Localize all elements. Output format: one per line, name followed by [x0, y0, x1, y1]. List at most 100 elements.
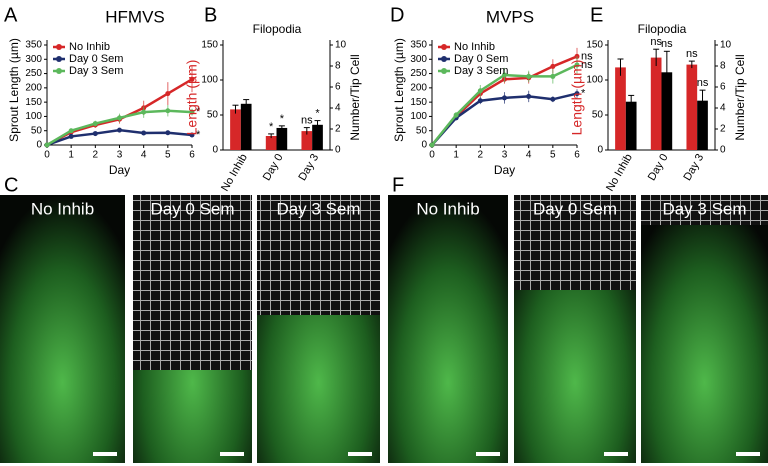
- y2-tick-label: 8: [720, 61, 726, 72]
- micrograph: [0, 195, 125, 463]
- x-tick-label: 3: [502, 150, 508, 161]
- y-tick-label: 200: [410, 82, 427, 93]
- legend-label: Day 0 Sem: [454, 53, 508, 65]
- marker: [502, 72, 507, 78]
- y2-tick-label: 6: [335, 82, 341, 93]
- chart-title: HFMVS: [105, 7, 165, 26]
- y-axis-label: Length (µm): [569, 60, 585, 136]
- marker: [165, 108, 171, 114]
- x-axis-label: Day: [494, 163, 515, 177]
- chart-title: Filopodia: [638, 22, 687, 36]
- significance-label: ns: [650, 36, 662, 48]
- y-tick-label: 250: [25, 68, 42, 79]
- marker: [141, 109, 147, 115]
- significance-label: *: [315, 108, 320, 120]
- marker: [502, 95, 507, 101]
- marker: [550, 73, 556, 79]
- significance-label: ns: [581, 50, 593, 62]
- marker: [477, 98, 483, 104]
- y-tick-label: 0: [421, 140, 427, 151]
- legend-marker: [56, 44, 62, 50]
- bar: [615, 67, 626, 150]
- x-tick-label: 6: [574, 150, 580, 161]
- marker: [189, 132, 195, 138]
- significance-label: *: [269, 121, 274, 133]
- y-tick-label: 300: [410, 54, 427, 65]
- legend-marker: [441, 56, 447, 62]
- x-tick-label: 5: [550, 150, 556, 161]
- x-tick-label: Day 0: [646, 152, 671, 183]
- bar: [265, 136, 277, 150]
- marker: [550, 96, 556, 102]
- x-tick-label: No Inhib: [604, 152, 635, 193]
- x-tick-label: 1: [68, 150, 74, 161]
- significance-label: *: [196, 129, 201, 141]
- y-tick-label: 50: [31, 125, 43, 136]
- y-tick-label: 0: [597, 145, 603, 156]
- y-tick-label: 350: [25, 40, 42, 51]
- y-tick-label: 150: [586, 40, 603, 51]
- panel-label: F: [392, 174, 404, 196]
- y2-tick-label: 8: [335, 61, 341, 72]
- x-tick-label: 5: [165, 150, 171, 161]
- bar: [686, 64, 698, 150]
- y-tick-label: 50: [416, 125, 428, 136]
- x-tick-label: 2: [93, 150, 99, 161]
- y-tick-label: 150: [25, 97, 42, 108]
- bar: [312, 124, 323, 150]
- scaffold-mesh: [641, 195, 768, 225]
- marker: [141, 130, 147, 136]
- image-label: Day 0 Sem: [533, 199, 617, 218]
- significance-label: ns: [686, 48, 698, 60]
- x-tick-label: Day 3: [682, 152, 707, 183]
- x-tick-label: 0: [429, 150, 435, 161]
- chart-title: Filopodia: [253, 22, 302, 36]
- marker: [68, 133, 74, 139]
- significance-label: ns: [581, 59, 593, 71]
- y2-tick-label: 2: [720, 124, 726, 135]
- marker: [429, 142, 435, 148]
- marker: [92, 131, 98, 137]
- x-axis-label: Day: [109, 163, 130, 177]
- marker: [165, 91, 171, 97]
- x-tick-label: 4: [141, 150, 147, 161]
- y-axis-label: Sprout Length (µm): [392, 38, 406, 142]
- x-tick-label: Day 3: [297, 152, 322, 183]
- bar: [240, 103, 252, 150]
- marker: [526, 93, 532, 99]
- y-tick-label: 100: [586, 75, 603, 86]
- scale-bar: [220, 452, 244, 456]
- y-tick-label: 100: [201, 75, 218, 86]
- marker: [165, 130, 171, 136]
- y-tick-label: 100: [410, 111, 427, 122]
- marker: [189, 76, 195, 82]
- panel-label: E: [590, 4, 603, 26]
- legend-marker: [56, 56, 62, 62]
- x-tick-label: No Inhib: [219, 152, 250, 193]
- marker: [574, 62, 580, 68]
- chart-title: MVPS: [486, 7, 534, 26]
- legend-marker: [441, 68, 447, 74]
- marker: [44, 142, 50, 148]
- marker: [117, 127, 122, 133]
- scaffold-mesh: [257, 195, 380, 315]
- y-axis-label: Length (µm): [184, 60, 200, 136]
- marker: [92, 121, 98, 127]
- scale-bar: [348, 452, 372, 456]
- legend-marker: [56, 68, 62, 74]
- scale-bar: [93, 452, 117, 456]
- bar: [230, 109, 241, 150]
- image-label: No Inhib: [416, 199, 479, 218]
- marker: [574, 91, 580, 97]
- y2-tick-label: 0: [720, 145, 726, 156]
- x-tick-label: Day 0: [261, 152, 286, 183]
- bar: [301, 131, 313, 150]
- marker: [453, 112, 459, 118]
- bar: [661, 72, 673, 150]
- y2-tick-label: 4: [720, 103, 726, 114]
- marker: [189, 109, 195, 115]
- image-label: No Inhib: [31, 199, 94, 218]
- marker: [550, 63, 556, 69]
- scale-bar: [736, 452, 760, 456]
- x-tick-label: 2: [478, 150, 484, 161]
